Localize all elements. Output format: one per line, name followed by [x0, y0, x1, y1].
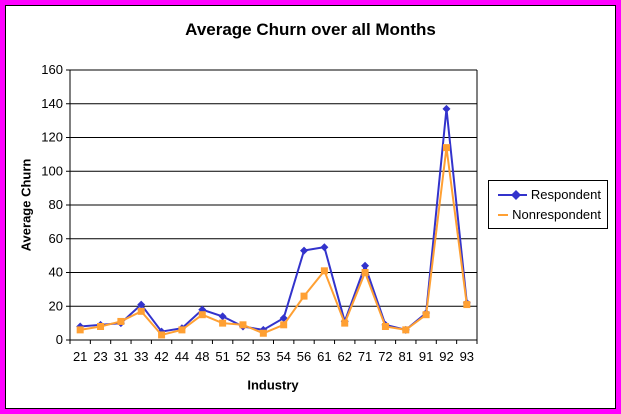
x-tick-label: 72: [378, 349, 392, 364]
data-point-marker: [117, 317, 125, 325]
data-point-marker: [361, 269, 369, 276]
x-tick-label: 93: [460, 349, 474, 364]
y-tick-label: 120: [41, 130, 63, 145]
y-tick-label: 60: [49, 231, 63, 246]
data-point-marker: [158, 331, 166, 339]
legend-item-respondent: Respondent: [497, 187, 601, 202]
data-point-marker: [279, 314, 288, 323]
legend: Respondent Nonrespondent: [488, 180, 608, 229]
x-tick-label: 54: [276, 349, 290, 364]
x-tick-label: 48: [195, 349, 209, 364]
x-tick-label: 61: [317, 349, 331, 364]
data-point-marker: [178, 326, 186, 334]
legend-label-respondent: Respondent: [530, 187, 601, 202]
data-point-marker: [442, 144, 450, 152]
data-point-marker: [76, 326, 84, 334]
chart-title: Average Churn over all Months: [185, 20, 436, 39]
data-point-marker: [137, 307, 145, 315]
data-point-marker: [320, 243, 329, 252]
data-point-marker: [300, 292, 308, 300]
y-tick-label: 160: [41, 62, 63, 77]
x-tick-label: 33: [134, 349, 148, 364]
data-point-marker: [320, 267, 328, 275]
x-axis-title: Industry: [247, 377, 299, 393]
data-point-marker: [381, 323, 389, 330]
data-point-marker: [402, 326, 410, 334]
y-tick-label: 140: [41, 96, 63, 111]
legend-label-nonrespondent: Nonrespondent: [512, 207, 601, 222]
nonrespondent-marker-icon: [498, 213, 509, 216]
data-point-marker: [300, 246, 309, 255]
x-tick-label: 51: [215, 349, 229, 364]
data-point-marker: [97, 323, 105, 330]
x-tick-label: 42: [154, 349, 168, 364]
y-tick-label: 0: [56, 332, 63, 347]
series-line: [80, 108, 468, 333]
y-tick-label: 100: [41, 163, 63, 178]
y-tick-label: 20: [49, 298, 63, 313]
legend-item-nonrespondent: Nonrespondent: [497, 207, 601, 222]
data-point-marker: [361, 261, 370, 270]
data-point-marker: [198, 311, 206, 319]
x-tick-label: 71: [358, 349, 372, 364]
x-tick-label: 92: [439, 349, 453, 364]
data-point-marker: [280, 321, 288, 329]
data-point-marker: [239, 321, 247, 329]
data-point-marker: [219, 319, 227, 327]
data-point-marker: [463, 301, 471, 309]
data-point-marker: [442, 104, 451, 113]
data-point-marker: [218, 312, 227, 321]
data-point-marker: [341, 319, 349, 327]
data-point-marker: [137, 300, 146, 309]
x-tick-label: 56: [297, 349, 311, 364]
y-tick-label: 40: [49, 265, 63, 280]
x-tick-label: 91: [419, 349, 433, 364]
respondent-marker-icon: [498, 189, 527, 200]
x-tick-label: 23: [93, 349, 107, 364]
x-tick-label: 21: [73, 349, 87, 364]
x-tick-label: 52: [236, 349, 250, 364]
data-point-marker: [422, 311, 430, 319]
y-tick-label: 80: [49, 197, 63, 212]
chart-svg: 0 20 40 60 80 100 120 140 160 21 23 31 33 42 44 48 51 52 5…: [41, 62, 478, 364]
x-tick-label: 62: [337, 349, 351, 364]
data-point-marker: [259, 329, 267, 337]
x-tick-label: 81: [399, 349, 413, 364]
x-tick-label: 53: [256, 349, 270, 364]
x-tick-label: 44: [175, 349, 189, 364]
x-tick-label: 31: [114, 349, 128, 364]
